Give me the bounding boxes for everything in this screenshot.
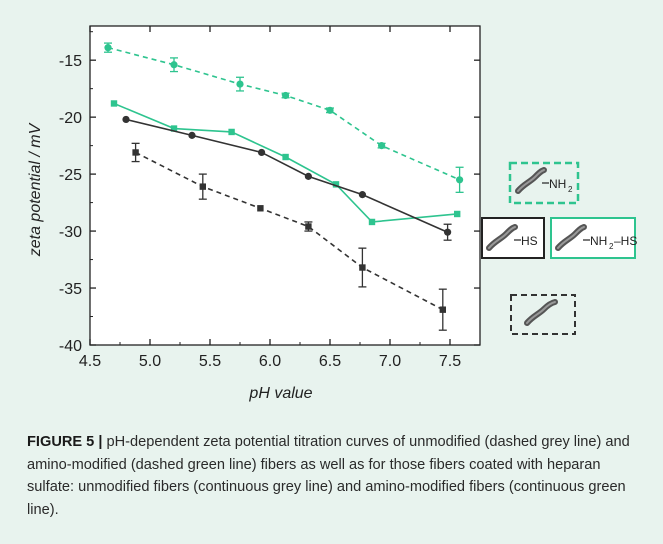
legend-unmodified xyxy=(510,294,576,335)
legend-nh2-sub: 2 xyxy=(568,185,573,194)
data-point xyxy=(332,181,340,188)
series-plain xyxy=(131,142,447,331)
series-layer xyxy=(104,42,464,331)
x-tick-label: 7.0 xyxy=(379,353,401,370)
figure-label: FIGURE 5 | xyxy=(27,434,103,450)
data-point xyxy=(378,142,386,150)
legend-amino-modified-hs: NH 2 –HS xyxy=(550,217,637,259)
data-point xyxy=(104,44,112,52)
legend-nh2hs-tail: –HS xyxy=(614,234,637,248)
data-point xyxy=(368,218,376,226)
legend-nh2hs-sub: 2 xyxy=(609,242,614,251)
series-hs xyxy=(122,115,452,241)
series-nh2hs xyxy=(110,100,461,226)
legend-amino-modified: NH 2 xyxy=(508,161,580,205)
data-point xyxy=(170,61,178,69)
axes: 4.5 5.0 5.5 6.0 6.5 7.0 7.5 -40 -35 -30 -25 -20 -15 xyxy=(59,25,481,370)
data-point xyxy=(305,223,312,230)
data-point xyxy=(170,125,178,132)
y-tick-label: -40 xyxy=(59,338,82,355)
data-point xyxy=(110,100,118,107)
data-point xyxy=(358,191,366,199)
data-point xyxy=(439,306,446,313)
data-point xyxy=(236,80,244,88)
series-nh2 xyxy=(104,42,464,193)
x-tick-label: 7.5 xyxy=(439,353,461,370)
caption-text: pH-dependent zeta potential titration cu… xyxy=(27,434,630,518)
legend-hs-label: HS xyxy=(521,234,538,248)
data-point xyxy=(282,153,289,161)
x-axis-title: pH value xyxy=(248,385,312,402)
x-tick-label: 6.0 xyxy=(259,353,281,370)
y-tick-label: -30 xyxy=(59,224,82,241)
data-point xyxy=(326,106,334,114)
y-tick-label: -25 xyxy=(59,167,82,184)
x-tick-label: 4.5 xyxy=(79,353,101,370)
data-point xyxy=(444,228,452,236)
series-line-hs xyxy=(125,118,448,233)
legend-unmodified-hs: HS xyxy=(481,217,545,259)
series-line-plain xyxy=(135,151,444,311)
zeta-potential-chart: 4.5 5.0 5.5 6.0 6.5 7.0 7.5-40-35-30-25-20-15 … xyxy=(27,25,637,402)
data-point xyxy=(257,205,264,212)
data-point xyxy=(132,149,139,156)
data-point xyxy=(122,115,130,124)
data-point xyxy=(454,210,461,218)
data-point xyxy=(188,131,196,139)
data-point xyxy=(228,128,235,136)
y-tick-label: -20 xyxy=(59,110,82,127)
figure-caption: FIGURE 5 | pH-dependent zeta potential t… xyxy=(27,431,647,521)
data-point xyxy=(258,148,266,157)
y-axis-title: zeta potential / mV xyxy=(27,122,44,257)
x-tick-label: 5.0 xyxy=(139,353,161,370)
plot-frame xyxy=(89,25,481,346)
data-point xyxy=(282,91,290,100)
x-tick-label: 5.5 xyxy=(199,353,221,370)
data-point xyxy=(359,264,366,271)
x-tick-label: 6.5 xyxy=(319,353,341,370)
legend-nh2hs-label: NH xyxy=(590,234,607,248)
data-point xyxy=(304,172,312,180)
y-tick-label: -35 xyxy=(59,281,82,298)
data-point xyxy=(199,183,206,190)
y-tick-label: -15 xyxy=(59,53,82,70)
legend-nh2-label: NH xyxy=(549,177,566,191)
data-point xyxy=(456,176,464,184)
